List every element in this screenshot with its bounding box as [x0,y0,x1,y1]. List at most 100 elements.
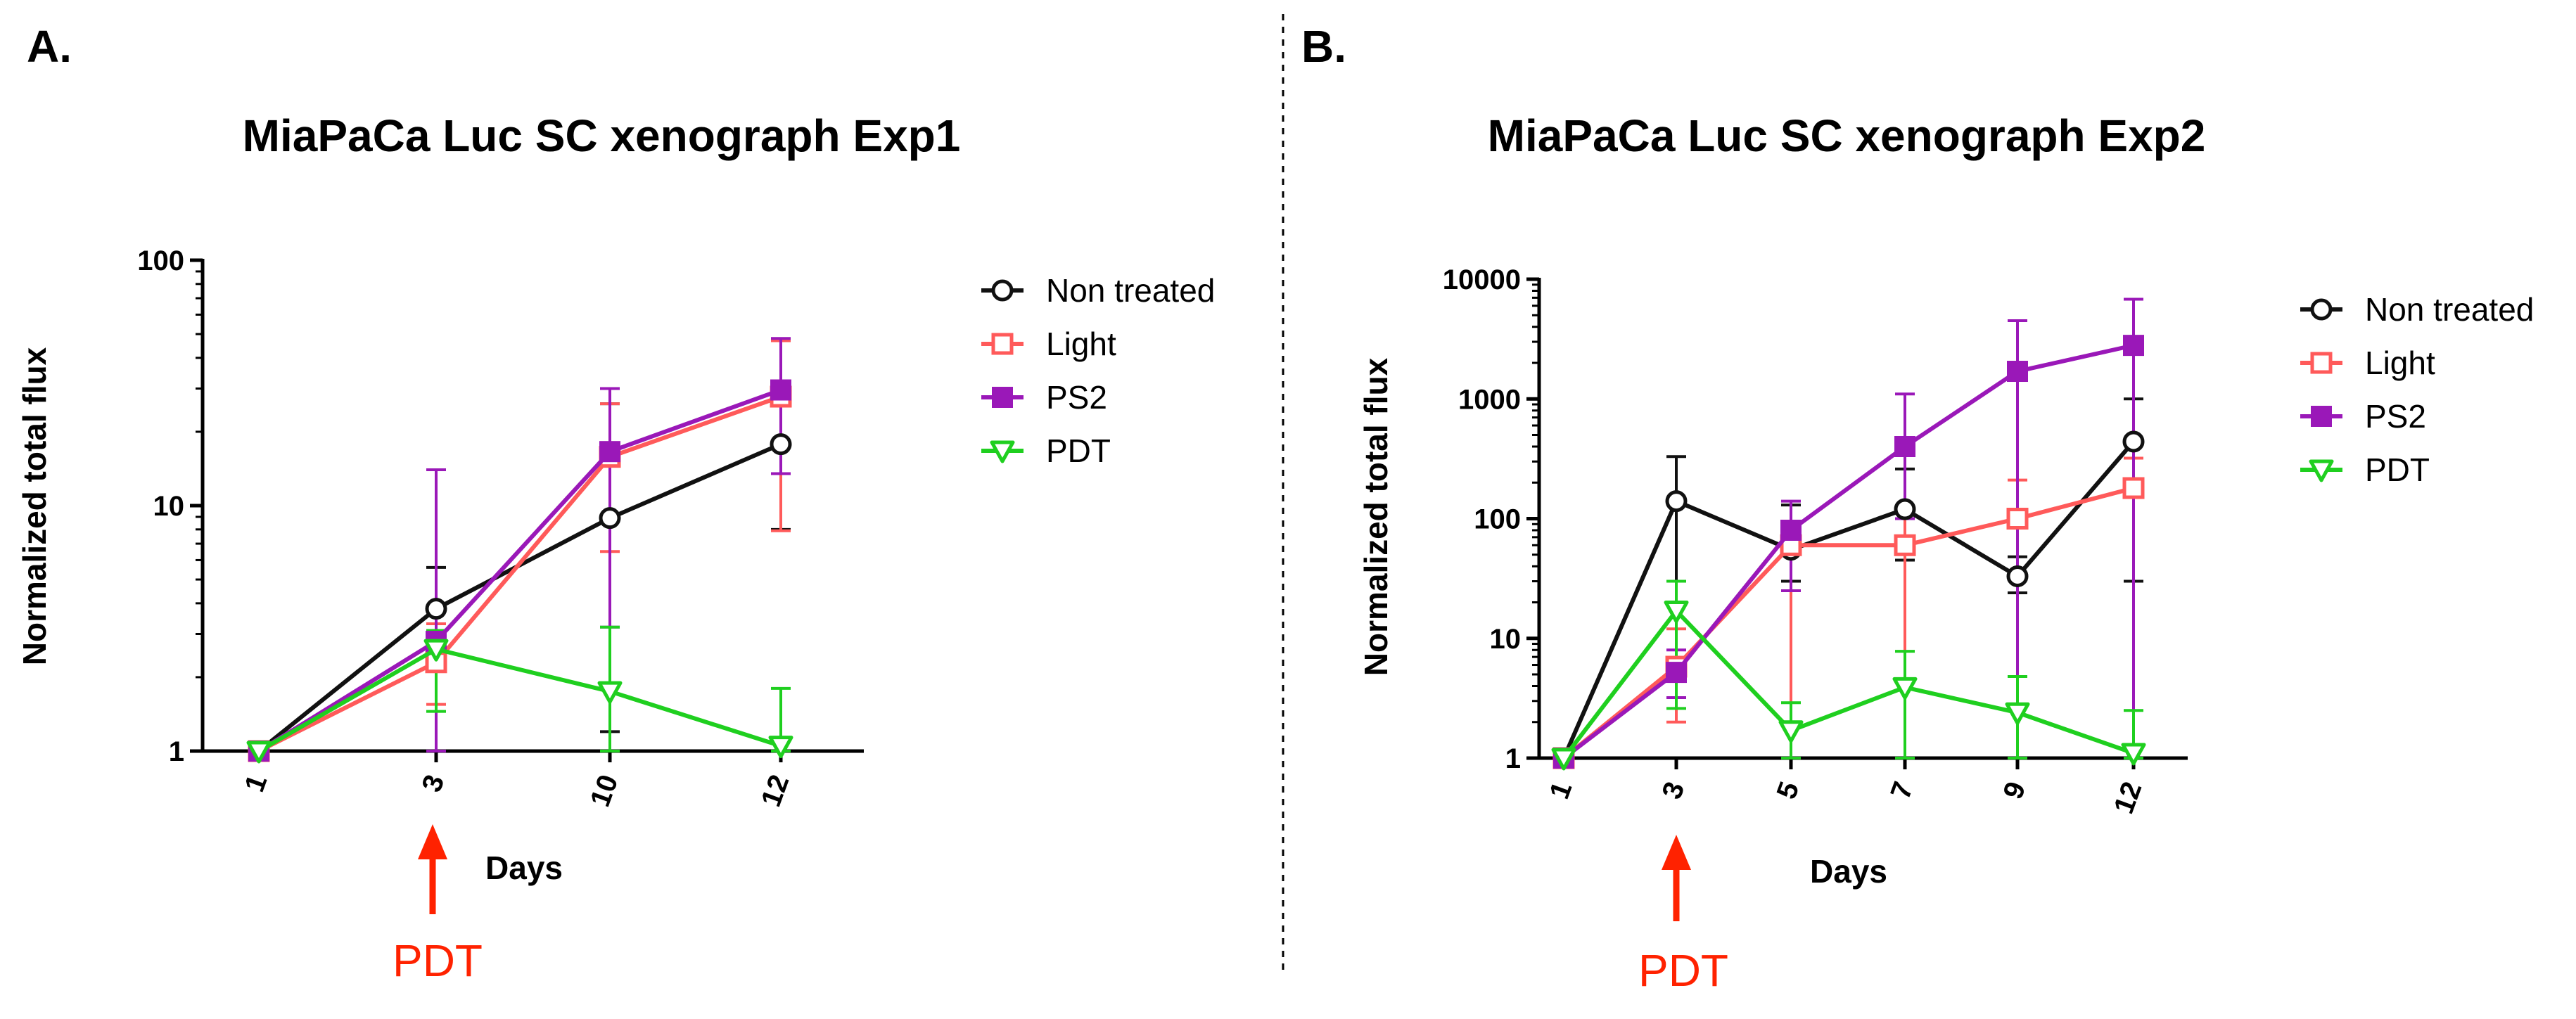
series-light [1552,477,2145,769]
chart-a-xlabel: Days [485,850,563,886]
legend-label: PDT [1046,432,1111,469]
chart-a: 1 10 100 1 3 10 12 Non treated Light PS2 PDT [137,245,1215,811]
legend-label: Non treated [1046,272,1215,309]
legend-label: PS2 [1046,379,1107,416]
legend-label: PDT [2365,451,2430,488]
legend-label: Non treated [2365,291,2534,328]
legend-item: PS2 [981,379,1107,416]
legend-marker [2309,459,2334,482]
y-tick-label: 1000 [1458,384,1521,415]
data-point-non-treated [599,507,621,530]
pdt-arrow-b [1662,835,1691,921]
legend: Non treated Light PS2 PDT [2300,291,2534,488]
data-point-ps2 [1666,662,1687,684]
x-tick-label: 12 [755,771,796,811]
pdt-annotation-a: PDT [393,935,483,986]
data-point-non-treated [1665,490,1688,513]
data-point-light [2122,477,2145,499]
data-point-pdt [246,741,272,764]
data-point-pdt [1664,601,1689,624]
legend-marker [992,387,1013,408]
chart-b-ylabel: Normalized total flux [1358,357,1394,676]
data-point-light [1894,534,1916,556]
legend-marker [2310,298,2333,321]
legend-item: Light [981,326,1116,362]
x-tick-label: 7 [1885,778,1920,803]
x-tick-label: 9 [1998,778,2032,803]
chart-a-ylabel: Normalized total flux [16,347,53,665]
data-point-pdt [1892,677,1918,700]
legend-item: PDT [981,432,1111,469]
x-tick-label: 1 [239,771,274,796]
y-tick-label: 1 [1505,743,1521,774]
x-tick-label: 5 [1771,778,1806,803]
chart-b-title: MiaPaCa Luc SC xenograph Exp2 [1488,110,2206,161]
legend-marker [2311,406,2332,427]
series-line-light [257,395,782,753]
series-line-ps2 [1562,343,2134,760]
y-tick-label: 1 [169,736,184,767]
legend-item: Light [2300,345,2435,381]
series-ps2 [248,379,791,762]
legend-marker [991,333,1014,355]
data-point-ps2 [2007,361,2028,383]
data-point-non-treated [1894,498,1916,520]
legend-marker [991,279,1014,302]
data-point-pdt [2005,702,2030,725]
legend-item: PS2 [2300,398,2426,435]
series-line-light [1562,486,2134,760]
data-point-ps2 [1780,519,1802,541]
data-point-non-treated [2006,565,2029,587]
x-tick-label: 10 [585,771,625,811]
y-tick-label: 10000 [1443,264,1521,295]
y-tick-label: 10 [1490,624,1522,655]
legend-label: Light [2365,345,2435,381]
pdt-arrow-a [418,824,447,914]
series-pdt [1551,601,2146,771]
data-point-ps2 [770,379,791,401]
chart-a-title: MiaPaCa Luc SC xenograph Exp1 [243,110,961,161]
legend-marker [990,440,1015,463]
legend-item: Non treated [2300,291,2534,328]
series-line-non-treated [257,442,782,753]
series-line-ps2 [257,387,782,753]
data-point-ps2 [599,441,620,463]
legend-item: Non treated [981,272,1215,309]
x-tick-label: 1 [1544,778,1579,803]
legend: Non treated Light PS2 PDT [981,272,1215,469]
data-point-pdt [768,736,793,759]
series-line-pdt [1562,608,2134,760]
data-point-pdt [1551,748,1576,771]
panel-a-label: A. [27,21,72,72]
data-point-non-treated [770,433,792,456]
data-point-non-treated [425,598,447,620]
x-tick-label: 3 [1657,778,1691,803]
data-point-light [2006,508,2029,530]
chart-b-xlabel: Days [1810,853,1887,890]
data-point-pdt [597,681,623,704]
series-line-non-treated [1562,440,2136,760]
x-tick-label: 12 [2108,778,2148,818]
y-tick-label: 100 [1474,504,1521,535]
legend-label: PS2 [2365,398,2426,435]
data-point-pdt [423,639,449,662]
pdt-annotation-b: PDT [1638,945,1728,996]
legend-label: Light [1046,326,1116,362]
x-tick-label: 3 [416,771,451,796]
legend-marker [2310,352,2333,374]
chart-b: 1 10 100 1000 10000 1 3 5 7 9 12 Non treated Light PS… [1443,264,2534,818]
series-pdt [246,639,793,764]
series-line-pdt [257,647,782,753]
series-ps2 [1553,335,2144,769]
series-non-treated [1552,430,2145,769]
y-tick-label: 10 [153,491,185,522]
data-point-non-treated [2122,430,2145,453]
data-point-ps2 [2123,335,2144,357]
data-point-pdt [1778,720,1804,743]
y-tick-label: 100 [137,245,184,276]
panel-b-label: B. [1301,21,1346,72]
legend-item: PDT [2300,451,2430,488]
data-point-pdt [2121,743,2146,766]
data-point-ps2 [1894,435,1915,457]
